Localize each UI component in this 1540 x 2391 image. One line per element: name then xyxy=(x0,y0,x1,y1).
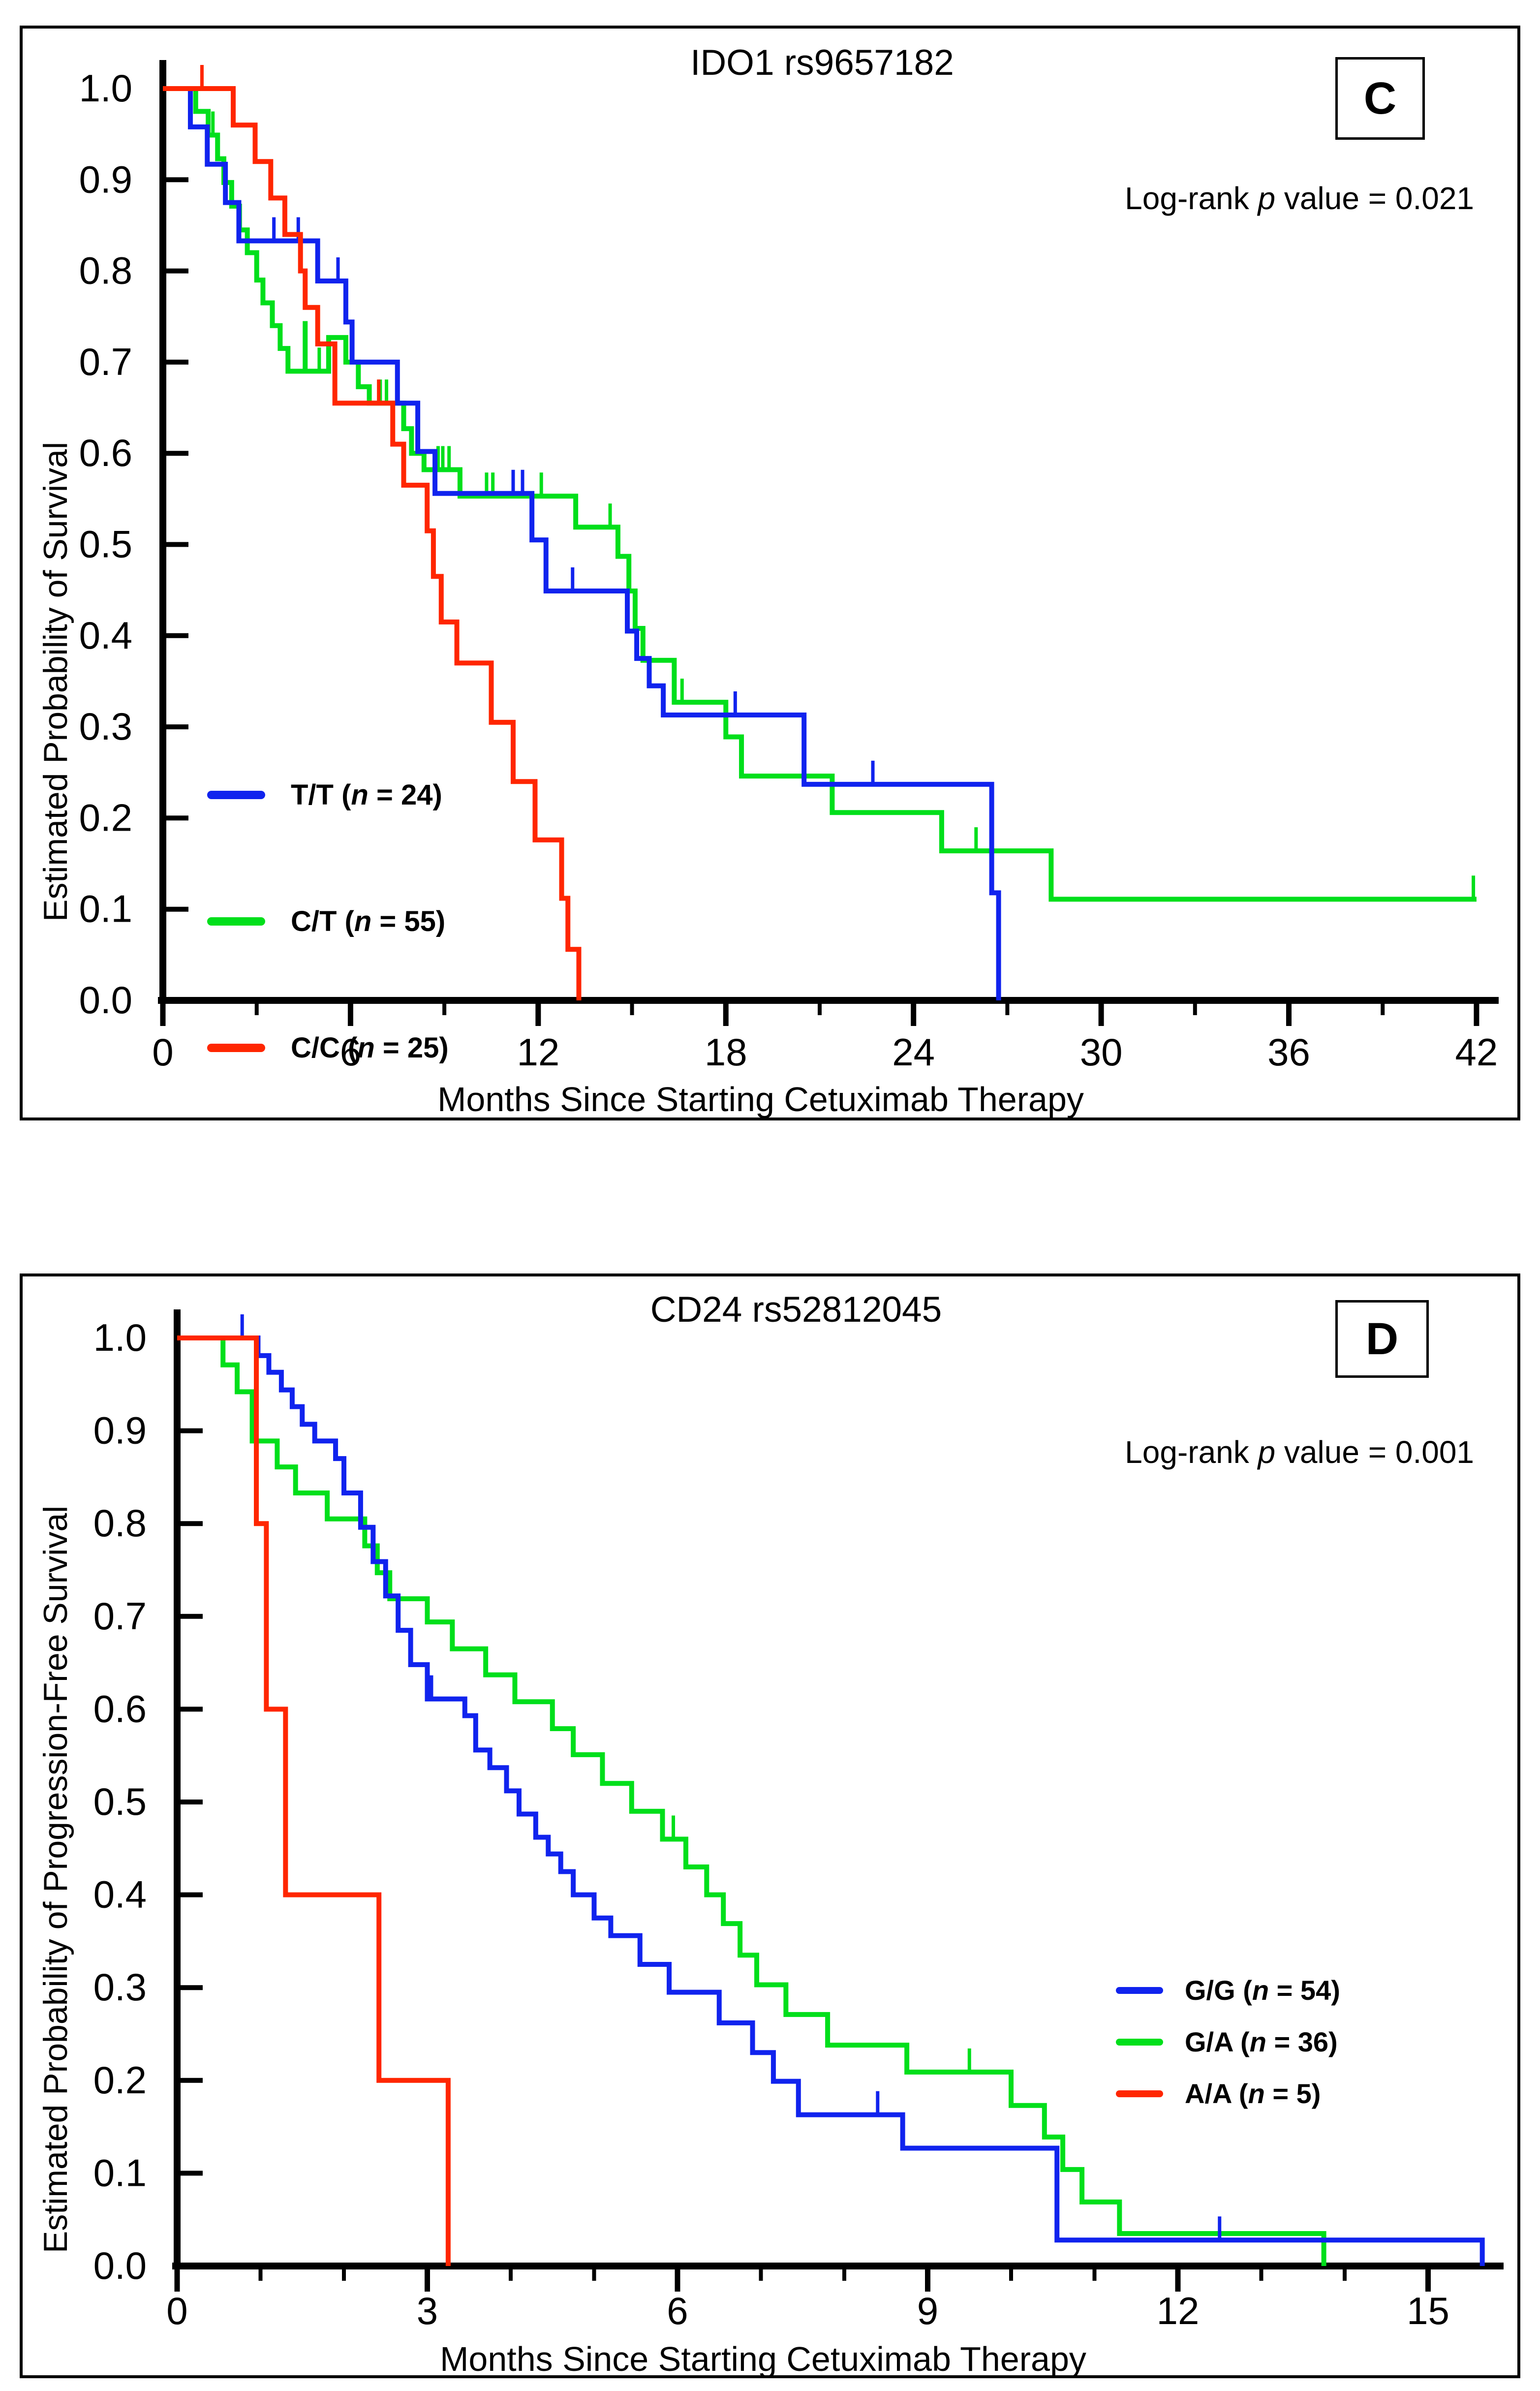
legend-row-aa: A/A (n = 5) xyxy=(1116,2078,1340,2110)
x-tick-label: 0 xyxy=(166,2289,187,2332)
logrank-prefix: Log-rank xyxy=(1125,181,1258,216)
y-tick-label: 0.7 xyxy=(79,340,132,383)
legend-swatch-cc xyxy=(207,1044,265,1052)
legend-label-gg: G/G (n = 54) xyxy=(1185,1975,1340,2006)
y-tick-label: 0.3 xyxy=(93,1965,147,2009)
y-tick-label: 0.5 xyxy=(93,1780,147,1823)
panel-d-progression-free-survival: 0 3 6 9 12 15 0.0 0.1 0.2 0.3 0.4 0.5 0.6 0.7 0.8 0.9 1.… xyxy=(20,1273,1520,2378)
x-tick-label: 30 xyxy=(1080,1030,1123,1074)
km-chart-d: 0 3 6 9 12 15 0.0 0.1 0.2 0.3 0.4 0.5 0.6 0.7 0.8 0.9 1.… xyxy=(93,1309,1504,2332)
y-tick-label: 1.0 xyxy=(93,1316,147,1359)
y-axis-label-c: Estimated Probability of Survival xyxy=(37,441,74,922)
y-tick-label: 0.6 xyxy=(79,431,132,474)
y-tick-label: 0.7 xyxy=(93,1594,147,1638)
y-tick-label: 0.8 xyxy=(93,1501,147,1545)
legend-row-tt: T/T (n = 24) xyxy=(207,778,449,811)
km-curve-aa xyxy=(177,1335,451,2266)
logrank-p-symbol: p xyxy=(1258,1434,1276,1470)
legend-row-gg: G/G (n = 54) xyxy=(1116,1974,1340,2006)
legend-c: T/T (n = 24) C/T (n = 55) C/C (n = 25) xyxy=(207,778,449,1158)
x-axis-label-c: Months Since Starting Cetuximab Therapy xyxy=(437,1080,1084,1118)
km-curve-ga xyxy=(177,1335,1326,2266)
legend-label-cc: C/C (n = 25) xyxy=(291,1032,449,1064)
x-tick-label: 3 xyxy=(417,2289,438,2332)
km-curve-gg xyxy=(177,1335,1485,2266)
legend-row-ga: G/A (n = 36) xyxy=(1116,2026,1340,2058)
x-tick-label: 6 xyxy=(667,2289,688,2332)
legend-d: G/G (n = 54) G/A (n = 36) A/A (n = 5) xyxy=(1116,1974,1340,2129)
x-tick-label: 24 xyxy=(892,1030,935,1074)
legend-swatch-ct xyxy=(207,917,265,926)
x-tick-label: 18 xyxy=(705,1030,747,1074)
legend-swatch-aa xyxy=(1116,2090,1163,2097)
km-curve-cc xyxy=(163,86,582,1000)
chart-title-c: IDO1 rs9657182 xyxy=(690,43,954,83)
y-tick-label: 0.4 xyxy=(93,1873,147,1916)
panel-letter-c: C xyxy=(1335,57,1425,140)
legend-label-ga: G/A (n = 36) xyxy=(1185,2026,1338,2057)
logrank-pvalue-d: Log-rank p value = 0.001 xyxy=(1125,1434,1474,1470)
x-tick-label: 12 xyxy=(517,1030,559,1074)
legend-label-tt: T/T (n = 24) xyxy=(291,779,442,811)
y-tick-label: 0.9 xyxy=(93,1409,147,1452)
legend-row-ct: C/T (n = 55) xyxy=(207,905,449,938)
panel-letter-d: D xyxy=(1335,1300,1429,1378)
x-axis-label-d: Months Since Starting Cetuximab Therapy xyxy=(440,2340,1086,2378)
x-tick-label: 9 xyxy=(917,2289,938,2332)
y-tick-label: 0.6 xyxy=(93,1687,147,1730)
logrank-pvalue-c: Log-rank p value = 0.021 xyxy=(1125,180,1474,217)
y-tick-label: 0.1 xyxy=(93,2151,147,2194)
y-tick-label: 0.2 xyxy=(93,2058,147,2102)
y-tick-label: 0.2 xyxy=(79,796,132,839)
logrank-prefix: Log-rank xyxy=(1125,1434,1258,1470)
x-tick-label: 12 xyxy=(1157,2289,1200,2332)
logrank-p-symbol: p xyxy=(1258,181,1276,216)
legend-label-ct: C/T (n = 55) xyxy=(291,905,446,937)
x-tick-label: 6 xyxy=(340,1030,361,1074)
legend-label-aa: A/A (n = 5) xyxy=(1185,2078,1321,2109)
x-tick-label: 15 xyxy=(1407,2289,1449,2332)
y-tick-label: 0.3 xyxy=(79,705,132,748)
panel-c-overall-survival: 0 6 12 18 24 30 36 42 0.0 0.1 0.2 0.3 0.4 0.5 0.6 0.7 0.… xyxy=(20,26,1520,1120)
km-curve-tt xyxy=(163,86,1001,1000)
y-tick-label: 0.5 xyxy=(79,523,132,566)
legend-swatch-tt xyxy=(207,791,265,799)
x-tick-label: 0 xyxy=(152,1030,173,1074)
y-tick-label: 0.9 xyxy=(79,157,132,201)
logrank-suffix: value = 0.021 xyxy=(1275,181,1474,216)
legend-swatch-gg xyxy=(1116,1987,1163,1994)
y-tick-label: 1.0 xyxy=(79,66,132,110)
legend-row-cc: C/C (n = 25) xyxy=(207,1031,449,1064)
y-tick-label: 0.1 xyxy=(79,887,132,931)
y-axis-label-d: Estimated Probability of Progression-Fre… xyxy=(37,1505,74,2253)
chart-title-d: CD24 rs52812045 xyxy=(650,1290,942,1330)
x-tick-label: 36 xyxy=(1267,1030,1310,1074)
logrank-suffix: value = 0.001 xyxy=(1275,1434,1474,1470)
x-tick-label: 42 xyxy=(1455,1030,1498,1074)
y-tick-label: 0.4 xyxy=(79,614,132,657)
y-tick-label: 0.0 xyxy=(93,2244,147,2287)
y-tick-label: 0.0 xyxy=(79,978,132,1022)
y-tick-label: 0.8 xyxy=(79,249,132,292)
km-chart-c: 0 6 12 18 24 30 36 42 0.0 0.1 0.2 0.3 0.4 0.5 0.6 0.7 0.… xyxy=(79,60,1499,1074)
legend-swatch-ga xyxy=(1116,2038,1163,2046)
